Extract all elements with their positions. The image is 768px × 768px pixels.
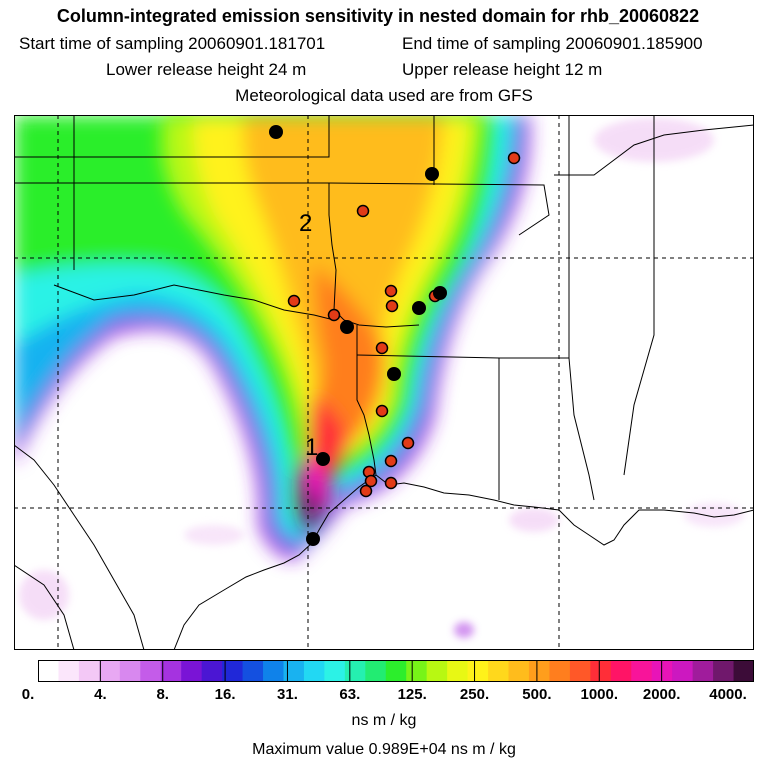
colorbar-cell bbox=[181, 660, 203, 682]
red-site-marker bbox=[401, 436, 415, 450]
colorbar-cell bbox=[242, 660, 264, 682]
lower-release-label: Lower release height 24 m bbox=[106, 60, 307, 79]
colorbar-cell bbox=[692, 660, 714, 682]
map-label-2: 2 bbox=[299, 210, 312, 237]
colorbar-cell bbox=[303, 660, 325, 682]
colorbar-cell bbox=[488, 660, 510, 682]
upper-release-label: Upper release height 12 m bbox=[402, 60, 603, 79]
colorbar-cell bbox=[447, 660, 469, 682]
black-site-marker bbox=[425, 167, 439, 181]
colorbar-cell bbox=[38, 660, 60, 682]
colorbar-cell bbox=[222, 660, 244, 682]
red-site-marker bbox=[385, 299, 399, 313]
start-time-label: Start time of sampling 20060901.181701 bbox=[19, 34, 326, 53]
colorbar-cell bbox=[672, 660, 694, 682]
colorbar-tick-label: 16. bbox=[214, 686, 236, 703]
figure-title: Column-integrated emission sensitivity i… bbox=[56, 6, 700, 26]
red-site-marker bbox=[356, 204, 370, 218]
maximum-value-label: Maximum value 0.989E+04 ns m / kg bbox=[252, 741, 516, 758]
colorbar-cell bbox=[344, 660, 366, 682]
red-site-marker bbox=[359, 484, 373, 498]
red-markers bbox=[287, 151, 521, 498]
sensitivity-map: 1 2 bbox=[14, 115, 754, 650]
black-markers bbox=[269, 125, 447, 546]
colorbar-tick-label: 0. bbox=[21, 686, 35, 703]
colorbar-tick-label: 125. bbox=[397, 686, 427, 703]
red-site-marker bbox=[287, 294, 301, 308]
colorbar-cell bbox=[610, 660, 632, 682]
colorbar-cell bbox=[528, 660, 551, 682]
colorbar-tick-label: 1000. bbox=[580, 686, 619, 703]
colorbar bbox=[38, 660, 754, 682]
colorbar-tick-label: 31. bbox=[277, 686, 298, 703]
red-site-marker bbox=[384, 454, 398, 468]
colorbar-cell bbox=[201, 660, 223, 682]
colorbar-cell bbox=[651, 660, 673, 682]
colorbar-tick-label: 63. bbox=[339, 686, 361, 703]
red-site-marker bbox=[364, 474, 378, 488]
colorbar-tick-label: 2000. bbox=[642, 686, 681, 703]
colorbar-cell bbox=[78, 660, 100, 682]
black-site-marker bbox=[316, 452, 330, 466]
colorbar-tick-label: 8. bbox=[156, 686, 169, 703]
colorbar-cell bbox=[160, 660, 182, 682]
colorbar-cell bbox=[569, 660, 591, 682]
black-site-marker bbox=[387, 367, 401, 381]
colorbar-tick-label: 500. bbox=[522, 686, 552, 703]
colorbar-cell bbox=[324, 660, 346, 682]
colorbar-cell bbox=[385, 660, 407, 682]
colorbar-tick-label: 4. bbox=[94, 686, 107, 703]
map-label-1: 1 bbox=[305, 434, 318, 461]
colorbar-cell bbox=[406, 660, 428, 682]
red-site-marker bbox=[375, 341, 389, 355]
colorbar-units-label: ns m / kg bbox=[351, 712, 417, 729]
colorbar-cell bbox=[119, 660, 141, 682]
black-site-marker bbox=[306, 532, 320, 546]
red-site-marker bbox=[507, 151, 521, 165]
colorbar-cell bbox=[467, 660, 489, 682]
colorbar-cell bbox=[58, 660, 80, 682]
colorbar-cell bbox=[508, 660, 530, 682]
met-data-label: Meteorological data used are from GFS bbox=[235, 86, 533, 105]
colorbar-cell bbox=[733, 660, 754, 682]
red-site-marker bbox=[384, 284, 398, 298]
lat-lon-grid bbox=[14, 115, 754, 650]
release-height-row: Lower release height 24 m Upper release … bbox=[0, 60, 768, 80]
black-site-marker bbox=[412, 301, 426, 315]
black-site-marker bbox=[269, 125, 283, 139]
red-site-marker bbox=[375, 404, 389, 418]
map-canvas: 1 2 bbox=[14, 115, 754, 650]
sampling-times-row: Start time of sampling 20060901.181701 E… bbox=[0, 34, 768, 54]
colorbar-tick-label: 4000. bbox=[709, 686, 747, 703]
colorbar-cell bbox=[713, 660, 735, 682]
colorbar-cell bbox=[590, 660, 612, 682]
red-site-marker bbox=[384, 476, 398, 490]
colorbar-cell bbox=[549, 660, 571, 682]
field-layer bbox=[14, 115, 754, 650]
colorbar-tick-label: 250. bbox=[459, 686, 490, 703]
colorbar-cell bbox=[365, 660, 387, 682]
map-frame bbox=[14, 115, 754, 650]
colorbar-cell bbox=[99, 660, 121, 682]
black-site-marker bbox=[340, 320, 354, 334]
colorbar-cell bbox=[263, 660, 285, 682]
red-site-marker bbox=[327, 308, 341, 322]
colorbar-cell bbox=[283, 660, 305, 682]
colorbar-frame bbox=[38, 660, 754, 682]
black-site-marker bbox=[433, 286, 447, 300]
end-time-label: End time of sampling 20060901.185900 bbox=[402, 34, 703, 53]
colorbar-cell bbox=[140, 660, 162, 682]
colorbar-cell bbox=[426, 660, 448, 682]
colorbar-cell bbox=[631, 660, 653, 682]
